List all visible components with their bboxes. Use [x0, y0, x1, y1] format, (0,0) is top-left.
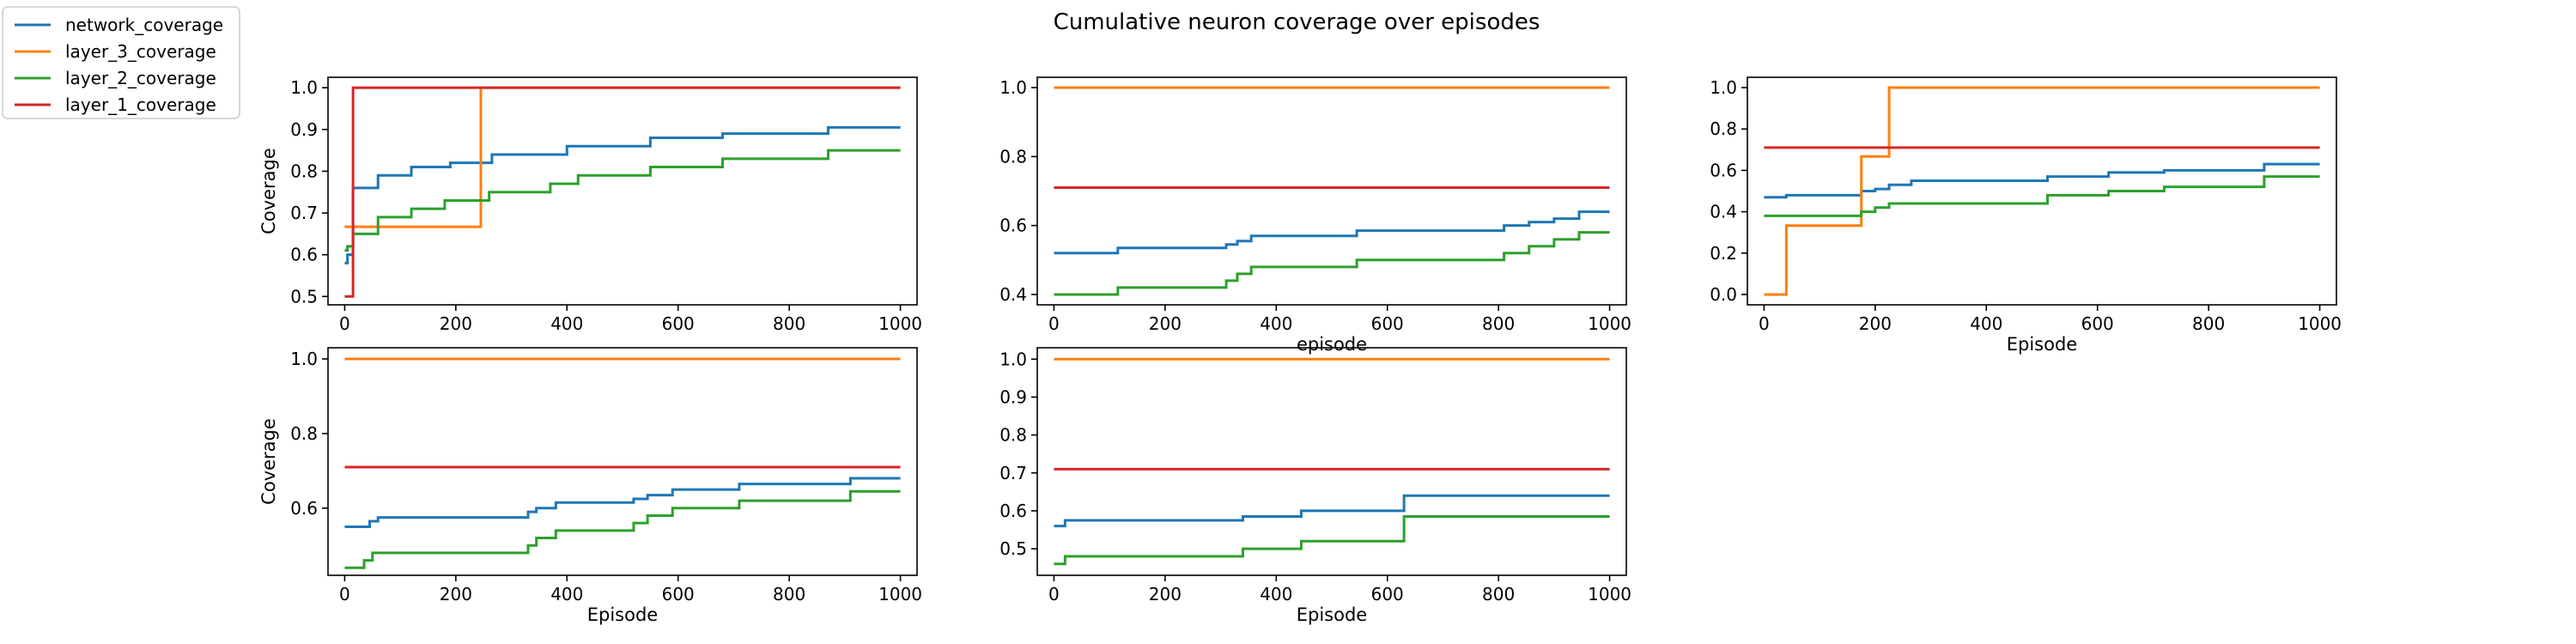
- legend-box: [2, 6, 240, 119]
- legend-label-layer_3_coverage: layer_3_coverage: [65, 41, 216, 62]
- y-tick-label: 1.0: [290, 349, 318, 369]
- x-tick-label: 0: [339, 313, 350, 334]
- subplot-3: 0 200 400 600 800 1000 0.0 0.2 0.4 0.6 0.8 1.0 Episo…: [1710, 76, 2342, 355]
- series-line-layer_2_coverage: [1054, 231, 1610, 296]
- y-tick-label: 0.6: [1710, 160, 1737, 180]
- y-tick-label: 0.8: [999, 146, 1027, 167]
- x-tick-label: 600: [1371, 584, 1404, 605]
- y-tick-label: 0.8: [999, 425, 1027, 446]
- x-tick-label: 600: [1371, 313, 1404, 334]
- y-tick-label: 0.6: [290, 245, 318, 265]
- x-tick-label: 200: [1149, 584, 1182, 605]
- series-line-network_coverage: [1054, 210, 1610, 255]
- x-axis-label: episode: [1297, 334, 1367, 355]
- x-tick-label: 200: [1149, 313, 1182, 334]
- x-tick-label: 1000: [1588, 584, 1631, 605]
- x-tick-label: 0: [1048, 584, 1060, 605]
- x-tick-label: 400: [1970, 313, 2002, 334]
- y-axis-label: Coverage: [258, 148, 279, 234]
- x-axis-label: Episode: [2007, 334, 2077, 355]
- x-tick-label: 200: [1859, 313, 1892, 334]
- x-tick-label: 0: [1048, 313, 1060, 334]
- y-tick-label: 1.0: [999, 349, 1027, 369]
- x-axis-label: Episode: [587, 605, 658, 625]
- y-tick-label: 0.6: [290, 498, 318, 519]
- y-tick-label: 1.0: [1710, 77, 1737, 98]
- x-tick-label: 800: [773, 584, 805, 605]
- x-tick-label: 800: [1482, 313, 1515, 334]
- y-tick-label: 0.6: [999, 216, 1027, 236]
- y-tick-label: 0.9: [999, 386, 1027, 407]
- subplot-1: 0 200 400 600 800 1000 0.5 0.6 0.7 0.8 0.9 1.0 Cover…: [258, 76, 922, 334]
- legend-label-layer_2_coverage: layer_2_coverage: [65, 68, 216, 88]
- x-tick-label: 200: [440, 313, 472, 334]
- x-tick-label: 0: [1759, 313, 1770, 334]
- figure-title: Cumulative neuron coverage over episodes: [1054, 9, 1540, 35]
- x-tick-label: 1000: [2298, 313, 2342, 334]
- y-tick-label: 0.4: [999, 284, 1027, 305]
- x-tick-label: 400: [1260, 584, 1292, 605]
- x-tick-label: 600: [662, 584, 695, 605]
- x-tick-label: 800: [773, 313, 805, 334]
- axes-frame: [1747, 76, 2337, 306]
- subplots: 0 200 400 600 800 1000 0.5 0.6 0.7 0.8 0.9 1.0 Cover…: [258, 76, 2342, 625]
- legend-label-network_coverage: network_coverage: [65, 15, 223, 35]
- y-tick-label: 0.5: [290, 286, 318, 307]
- x-tick-label: 600: [2081, 313, 2114, 334]
- y-tick-label: 0.7: [999, 463, 1027, 483]
- subplot-2: 0 200 400 600 800 1000 0.4 0.6 0.8 1.0 episode: [999, 76, 1631, 355]
- series-line-network_coverage: [1054, 494, 1610, 528]
- axes-frame: [1036, 76, 1627, 306]
- y-tick-label: 0.7: [290, 203, 318, 223]
- x-tick-label: 400: [550, 313, 583, 334]
- x-tick-label: 1000: [878, 313, 922, 334]
- x-tick-label: 600: [662, 313, 695, 334]
- y-axis-label: Coverage: [258, 418, 279, 505]
- y-tick-label: 0.5: [999, 538, 1027, 559]
- x-tick-label: 800: [2192, 313, 2225, 334]
- series-line-layer_2_coverage: [344, 489, 901, 569]
- y-tick-label: 1.0: [290, 77, 318, 98]
- y-tick-label: 0.2: [1710, 243, 1737, 264]
- y-tick-label: 0.8: [290, 423, 318, 444]
- series-line-layer_2_coverage: [1054, 515, 1610, 566]
- x-tick-label: 400: [550, 584, 583, 605]
- legend-label-layer_1_coverage: layer_1_coverage: [65, 94, 216, 115]
- x-axis-label: Episode: [1297, 605, 1367, 625]
- y-tick-label: 1.0: [999, 77, 1027, 98]
- subplot-4: 0 200 400 600 800 1000 0.6 0.8 1.0 Episode Coverag…: [258, 347, 922, 625]
- y-tick-label: 0.0: [1710, 284, 1737, 305]
- y-tick-label: 0.4: [1710, 202, 1737, 222]
- y-tick-label: 0.8: [290, 161, 318, 181]
- subplot-5: 0 200 400 600 800 1000 0.5 0.6 0.7 0.8 0.9 1.0 Episo…: [999, 347, 1631, 625]
- x-tick-label: 1000: [878, 584, 922, 605]
- y-tick-label: 0.6: [999, 501, 1027, 521]
- y-tick-label: 0.9: [290, 119, 318, 140]
- figure-legend: network_coverage layer_3_coverage layer_2_…: [2, 6, 240, 119]
- axes-frame: [1036, 347, 1627, 576]
- x-tick-label: 0: [339, 584, 350, 605]
- x-tick-label: 400: [1260, 313, 1292, 334]
- series-line-layer_3_coverage: [1764, 86, 2320, 296]
- series-line-layer_2_coverage: [1764, 175, 2320, 217]
- series-line-layer_1_coverage: [344, 86, 901, 298]
- y-tick-label: 0.8: [1710, 118, 1737, 139]
- x-tick-label: 200: [440, 584, 472, 605]
- axes-frame: [327, 347, 918, 576]
- axes-frame: [327, 76, 918, 306]
- series-line-network_coverage: [344, 477, 901, 529]
- x-tick-label: 800: [1482, 584, 1515, 605]
- x-tick-label: 1000: [1588, 313, 1631, 334]
